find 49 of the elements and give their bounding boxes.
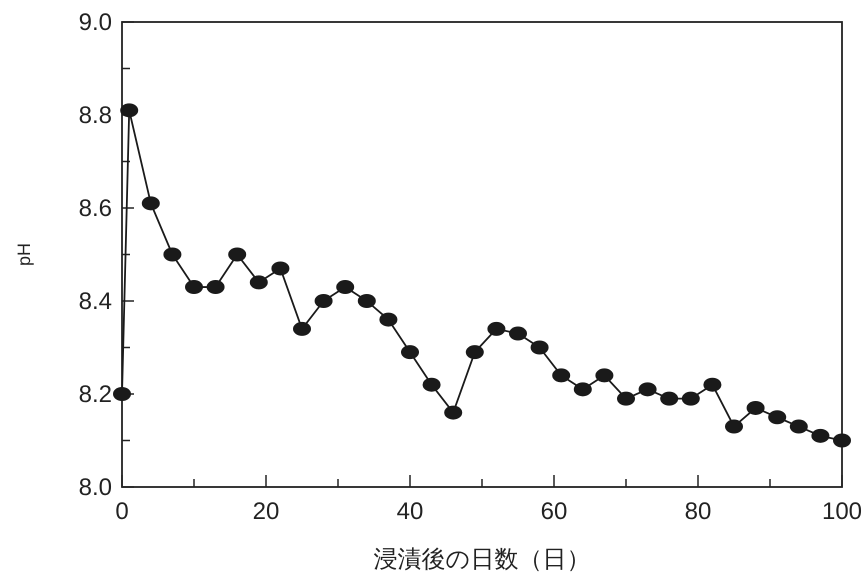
point — [833, 434, 851, 448]
y-tick-label: 8.2 — [78, 381, 112, 408]
point — [574, 382, 592, 396]
point — [768, 410, 786, 424]
point — [530, 340, 549, 354]
x-tick-label: 60 — [540, 498, 568, 525]
point — [314, 294, 333, 308]
point — [379, 312, 398, 327]
x-tick-label: 40 — [396, 498, 424, 525]
point — [401, 345, 419, 360]
point — [444, 406, 462, 420]
y-tick-label: 9.0 — [78, 9, 112, 36]
y-tick-label: 8.6 — [78, 195, 112, 222]
point — [163, 248, 182, 262]
point — [682, 392, 700, 406]
point — [811, 428, 830, 443]
x-tick-label: 20 — [252, 498, 280, 525]
point — [466, 345, 484, 360]
point — [725, 420, 743, 434]
point — [595, 368, 614, 382]
point — [185, 280, 203, 294]
x-tick-label: 80 — [684, 498, 712, 525]
point — [142, 196, 160, 210]
point — [206, 280, 225, 294]
x-axis-title: 浸漬後の日数（日） — [374, 546, 590, 573]
x-tick-label: 0 — [115, 498, 129, 525]
y-axis-title: pH — [14, 242, 34, 266]
point — [228, 248, 246, 262]
y-tick-label: 8.4 — [78, 288, 112, 315]
x-tick-label: 100 — [822, 498, 862, 525]
point — [660, 392, 678, 406]
point — [487, 322, 506, 336]
point — [358, 294, 376, 308]
y-tick-label: 8.8 — [78, 102, 112, 129]
point — [120, 103, 138, 118]
point — [509, 326, 527, 341]
point — [422, 378, 441, 392]
point — [250, 275, 268, 290]
point — [703, 378, 722, 392]
point — [638, 382, 657, 396]
y-tick-label: 8.0 — [78, 474, 112, 501]
point — [617, 392, 635, 406]
point — [552, 368, 570, 382]
point — [293, 322, 311, 336]
point — [790, 420, 808, 434]
point — [113, 387, 131, 401]
point — [336, 280, 354, 294]
point — [271, 261, 290, 276]
point — [746, 400, 765, 415]
